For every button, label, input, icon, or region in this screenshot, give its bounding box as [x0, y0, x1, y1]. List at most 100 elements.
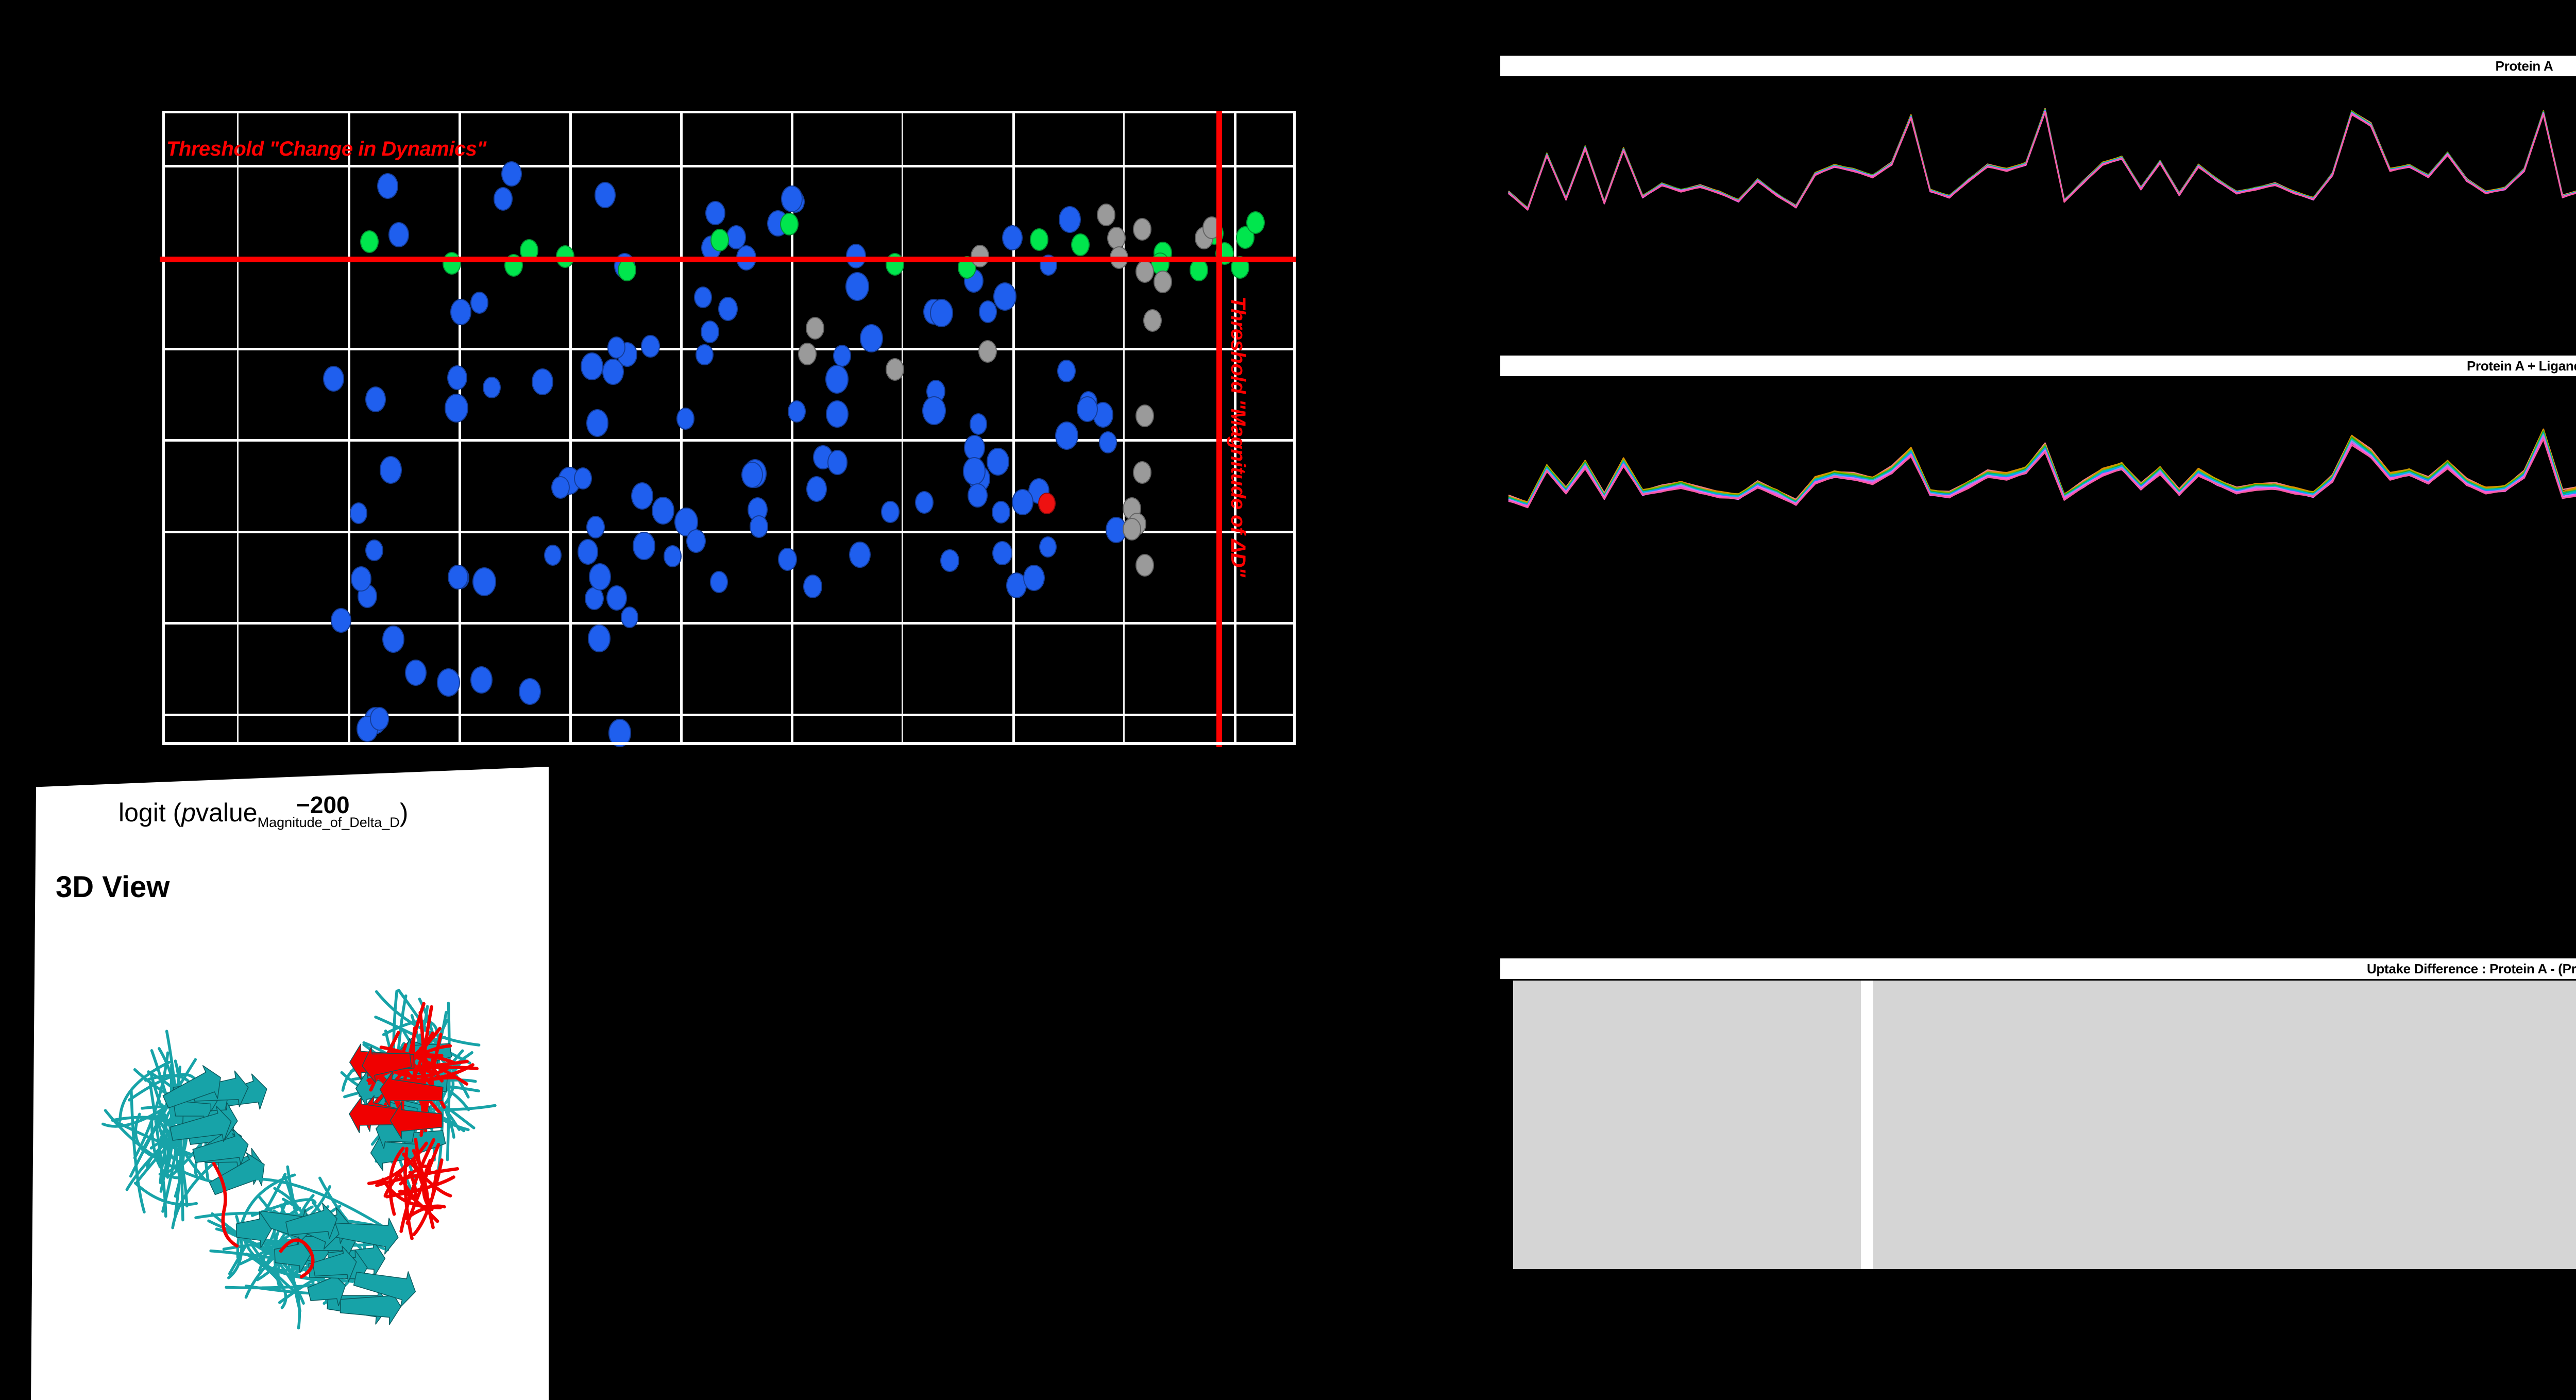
scatter-point[interactable]: [886, 358, 904, 381]
scatter-point[interactable]: [631, 482, 653, 510]
scatter-point[interactable]: [992, 541, 1012, 566]
scatter-point[interactable]: [377, 173, 399, 199]
scatter-point[interactable]: [827, 450, 848, 475]
scatter-point[interactable]: [1057, 359, 1076, 382]
scatter-point[interactable]: [845, 272, 869, 301]
uptake-difference-plot[interactable]: Uptake Difference : Protein A - (Protein…: [1500, 958, 2576, 1269]
scatter-point[interactable]: [586, 409, 609, 437]
scatter-point[interactable]: [581, 352, 604, 380]
scatter-point[interactable]: [676, 407, 695, 430]
scatter-point[interactable]: [388, 222, 409, 247]
scatter-point[interactable]: [501, 161, 522, 187]
scatter-point[interactable]: [886, 252, 904, 276]
scatter-point[interactable]: [448, 565, 468, 590]
scatter-point[interactable]: [621, 606, 639, 629]
scatter-point[interactable]: [1143, 309, 1162, 332]
scatter-point[interactable]: [1059, 206, 1081, 233]
scatter-point[interactable]: [674, 507, 698, 536]
scatter-point[interactable]: [825, 365, 849, 394]
scatter-point[interactable]: [1133, 218, 1151, 241]
scatter-point[interactable]: [700, 320, 719, 343]
scatter-point[interactable]: [1097, 204, 1115, 226]
scatter-point[interactable]: [663, 545, 682, 568]
scatter-point[interactable]: [940, 549, 959, 572]
scatter-point[interactable]: [443, 252, 461, 275]
scatter-point[interactable]: [741, 461, 763, 488]
protein-ribbon-diagram[interactable]: [59, 916, 523, 1380]
scatter-point[interactable]: [632, 532, 656, 560]
scatter-point[interactable]: [859, 324, 883, 353]
scatter-point[interactable]: [641, 335, 660, 358]
scatter-point[interactable]: [588, 563, 612, 591]
scatter-point[interactable]: [1105, 517, 1127, 544]
scatter-point[interactable]: [993, 282, 1016, 311]
scatter-point[interactable]: [915, 491, 934, 514]
scatter-point[interactable]: [987, 448, 1009, 476]
scatter-point[interactable]: [445, 393, 469, 423]
scatter-point[interactable]: [686, 529, 706, 553]
scatter-point[interactable]: [696, 344, 714, 366]
scatter-point[interactable]: [1136, 554, 1154, 577]
scatter-point[interactable]: [1002, 225, 1023, 250]
uptake-plot-protein-a[interactable]: Protein A: [1500, 56, 2576, 217]
scatter-point[interactable]: [360, 230, 379, 254]
scatter-point[interactable]: [1071, 233, 1090, 257]
scatter-point[interactable]: [365, 539, 383, 561]
scatter-point[interactable]: [370, 707, 389, 731]
scatter-point[interactable]: [922, 396, 946, 425]
scatter-point[interactable]: [780, 213, 799, 235]
scatter-point[interactable]: [594, 182, 616, 208]
scatter-point[interactable]: [777, 547, 798, 571]
scatter-point[interactable]: [472, 567, 496, 596]
scatter-point[interactable]: [978, 300, 997, 323]
scatter-point[interactable]: [1039, 536, 1057, 558]
scatter-point[interactable]: [447, 365, 467, 391]
scatter-point[interactable]: [991, 500, 1011, 524]
scatter-point[interactable]: [826, 400, 849, 428]
scatter-point[interactable]: [494, 187, 513, 211]
scatter-point[interactable]: [1076, 396, 1098, 423]
scatter-point[interactable]: [881, 501, 900, 524]
scatter-point[interactable]: [803, 574, 823, 598]
scatter-point[interactable]: [586, 516, 605, 539]
scatter-point[interactable]: [437, 668, 461, 697]
scatter-point[interactable]: [483, 377, 501, 399]
scatter-point[interactable]: [1133, 461, 1151, 484]
scatter-point[interactable]: [1023, 564, 1045, 592]
scatter-point[interactable]: [930, 298, 954, 327]
scatter-point[interactable]: [849, 542, 871, 568]
scatter-point[interactable]: [718, 297, 738, 321]
scatter-point[interactable]: [404, 660, 427, 686]
scatter-point[interactable]: [531, 368, 553, 395]
scatter-point[interactable]: [607, 336, 625, 359]
view-3d-card[interactable]: logit (pvalueMagnitude_of_Delta_D) 3D Vi…: [31, 767, 549, 1400]
scatter-point[interactable]: [750, 515, 769, 538]
scatter-point[interactable]: [1107, 227, 1126, 249]
scatter-point[interactable]: [351, 566, 371, 592]
scatter-point[interactable]: [556, 245, 574, 268]
uptake-plot-protein-a-ligand[interactable]: Protein A + Ligand: [1500, 356, 2576, 517]
scatter-point[interactable]: [806, 476, 827, 502]
scatter-plot-area[interactable]: Threshold "Change in Dynamics" Threshold…: [160, 111, 1296, 747]
scatter-point[interactable]: [551, 476, 570, 499]
scatter-point[interactable]: [798, 343, 817, 365]
scatter-point[interactable]: [788, 400, 806, 423]
scatter-point[interactable]: [968, 483, 988, 508]
scatter-point[interactable]: [1136, 260, 1154, 283]
scatter-point[interactable]: [1011, 488, 1033, 516]
scatter-point[interactable]: [587, 624, 611, 653]
scatter-point[interactable]: [518, 678, 541, 705]
scatter-point[interactable]: [1246, 211, 1265, 234]
scatter-point[interactable]: [845, 244, 866, 268]
scatter-point[interactable]: [806, 317, 824, 340]
scatter-point[interactable]: [962, 457, 986, 486]
scatter-point[interactable]: [1030, 228, 1048, 251]
scatter-point[interactable]: [710, 228, 729, 251]
scatter-point[interactable]: [833, 345, 851, 367]
scatter-point[interactable]: [705, 200, 725, 225]
scatter-point[interactable]: [577, 538, 599, 565]
scatter-point[interactable]: [1154, 271, 1172, 293]
scatter-point[interactable]: [331, 608, 351, 633]
scatter-point[interactable]: [602, 359, 624, 385]
scatter-point[interactable]: [726, 225, 746, 249]
